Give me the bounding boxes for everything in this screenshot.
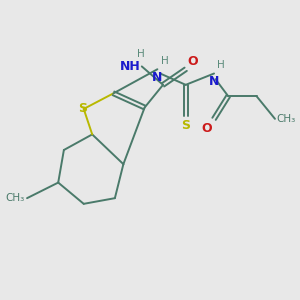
Text: NH: NH: [120, 60, 140, 73]
Text: O: O: [188, 55, 198, 68]
Text: S: S: [78, 102, 87, 116]
Text: CH₃: CH₃: [276, 114, 296, 124]
Text: H: H: [218, 60, 225, 70]
Text: O: O: [202, 122, 212, 135]
Text: N: N: [152, 71, 163, 84]
Text: CH₃: CH₃: [5, 193, 25, 203]
Text: S: S: [181, 119, 190, 132]
Text: N: N: [209, 75, 219, 88]
Text: H: H: [161, 56, 169, 66]
Text: H: H: [136, 49, 144, 59]
